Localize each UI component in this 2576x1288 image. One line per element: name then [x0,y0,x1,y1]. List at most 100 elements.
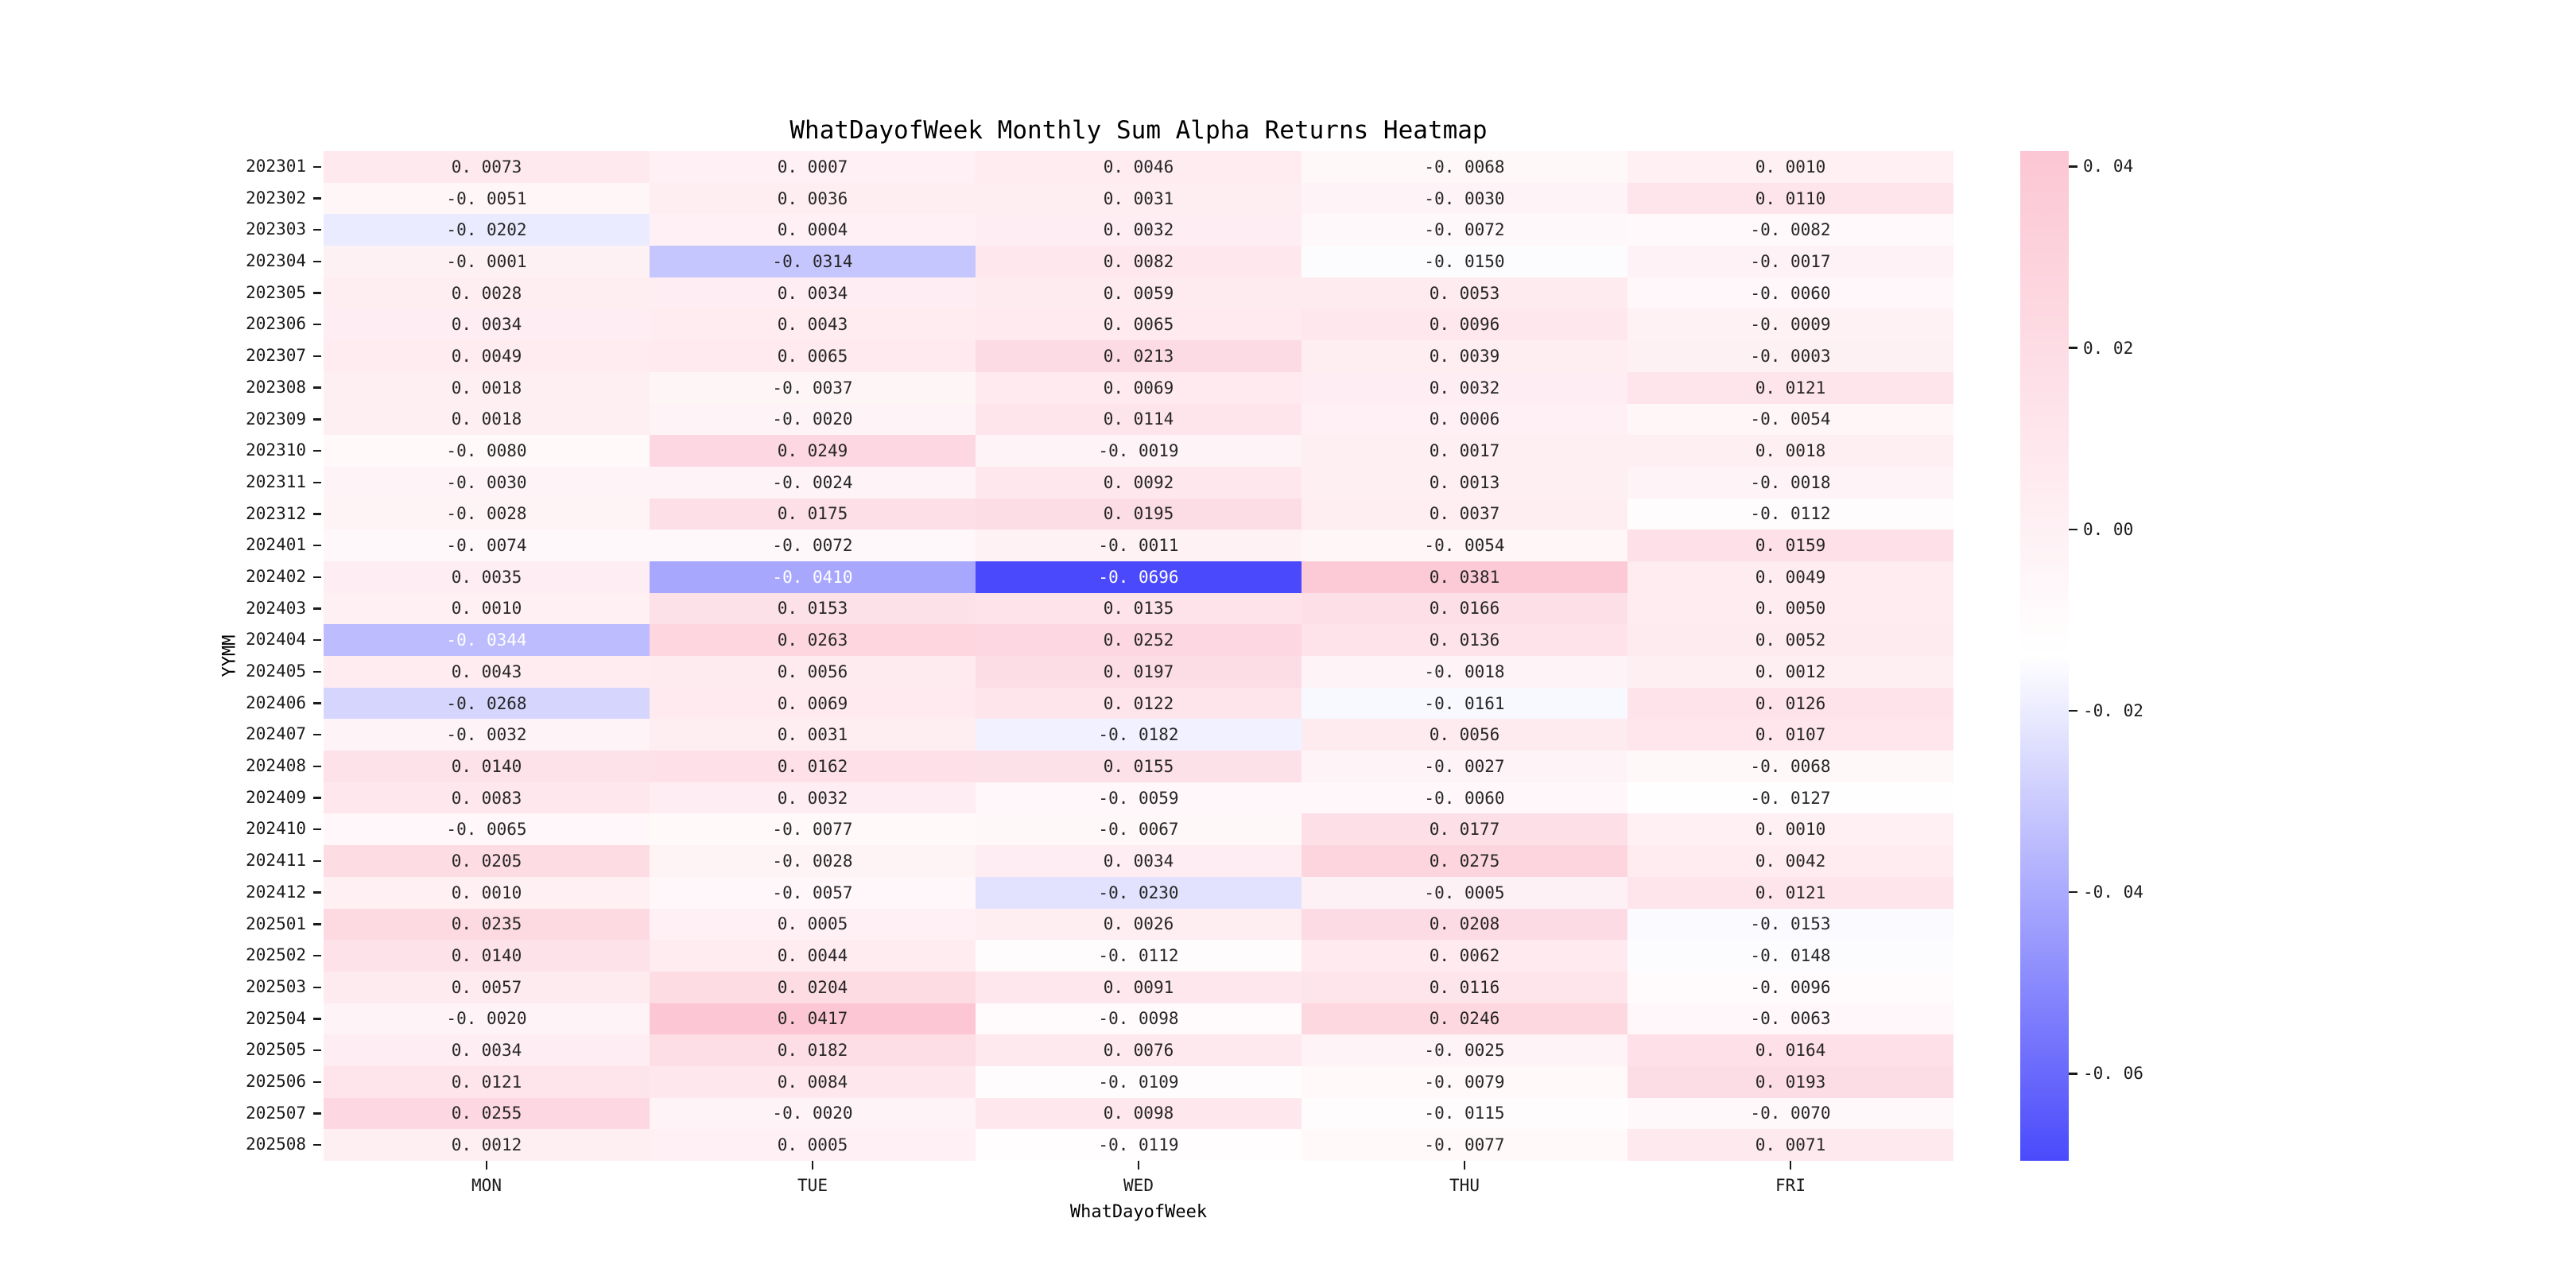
heatmap-cell: 0. 0035 [324,561,650,593]
heatmap-cell: 0. 0162 [650,751,976,782]
heatmap-cell: 0. 0069 [976,371,1302,404]
heatmap-cell: -0. 0054 [1302,530,1627,561]
colorbar-tick-label: 0. 00 [2083,519,2134,539]
y-tick-label: 202301 [246,157,306,176]
heatmap-cell: 0. 0007 [650,151,976,183]
heatmap-cell: -0. 0032 [324,719,650,751]
heatmap-cell: 0. 0037 [1302,498,1627,530]
heatmap-cell: 0. 0126 [1627,687,1953,720]
heatmap-cell: -0. 0030 [1302,182,1627,215]
y-tick-mark [313,1143,321,1146]
y-tick-mark [313,1018,321,1020]
heatmap-cell: 0. 0116 [1302,971,1627,1003]
colorbar-tick-label: 0. 04 [2083,157,2134,177]
heatmap-cell: -0. 0005 [1302,876,1627,909]
y-tick-mark [313,1080,321,1083]
heatmap-cell: 0. 0071 [1627,1129,1953,1161]
heatmap-cell: -0. 0070 [1627,1097,1953,1130]
y-tick-mark [313,355,321,358]
y-tick-label: 202503 [246,976,306,996]
heatmap-cell: 0. 0140 [324,751,650,782]
heatmap-cell: 0. 0031 [650,719,976,751]
heatmap-cell: 0. 0197 [976,656,1302,688]
colorbar-tick-mark [2069,528,2077,530]
y-tick-mark [313,386,321,389]
heatmap-cell: 0. 0252 [976,624,1302,656]
heatmap-cell: -0. 0025 [1302,1034,1627,1066]
heatmap-cell: -0. 0077 [650,813,976,846]
x-tick-label: FRI [1775,1176,1806,1195]
heatmap-cell: -0. 0059 [976,782,1302,814]
y-tick-label: 202505 [246,1040,306,1060]
heatmap-cell: -0. 0268 [324,687,650,720]
heatmap-cell: 0. 0018 [324,371,650,404]
y-tick-label: 202506 [246,1071,306,1091]
heatmap-cell: -0. 0696 [976,561,1302,593]
colorbar-tick-label: -0. 02 [2083,701,2143,721]
y-tick-label: 202305 [246,282,306,302]
heatmap-cell: -0. 0077 [1302,1129,1627,1161]
heatmap-cell: -0. 0028 [650,845,976,877]
heatmap-cell: -0. 0063 [1627,1003,1953,1035]
heatmap-cell: -0. 0082 [1627,214,1953,246]
heatmap-cell: 0. 0114 [976,403,1302,436]
heatmap-cell: 0. 0159 [1627,530,1953,561]
heatmap-cell: 0. 0091 [976,971,1302,1003]
heatmap-cell: -0. 0096 [1627,971,1953,1003]
heatmap-cell: 0. 0381 [1302,561,1627,593]
y-tick-label: 202408 [246,756,306,776]
heatmap-cell: 0. 0056 [1302,719,1627,751]
x-tick-mark [485,1161,488,1170]
colorbar-tick-mark [2069,891,2077,894]
heatmap-cell: -0. 0057 [650,876,976,909]
y-tick-mark [313,260,321,263]
y-tick-mark [313,544,321,547]
y-axis-tick-labels: 202301 202302 202303 202304 202305 202306 2023… [0,151,306,1161]
heatmap-cell: -0. 0072 [650,530,976,561]
heatmap-cell: 0. 0042 [1627,845,1953,877]
y-tick-mark [313,449,321,452]
heatmap-cell: 0. 0121 [1627,876,1953,909]
chart-title: WhatDayofWeek Monthly Sum Alpha Returns … [789,116,1488,145]
heatmap-cell: 0. 0110 [1627,182,1953,215]
heatmap-cell: -0. 0119 [976,1129,1302,1161]
heatmap-cell: 0. 0069 [650,687,976,720]
heatmap-cell: 0. 0140 [324,940,650,972]
y-tick-mark [313,638,321,642]
y-tick-label: 202310 [246,440,306,460]
heatmap-cell: 0. 0073 [324,151,650,183]
y-tick-label: 202411 [246,851,306,871]
x-tick-label: MON [471,1176,502,1195]
heatmap-cell: -0. 0230 [976,876,1302,909]
heatmap-cell: 0. 0083 [324,782,650,814]
heatmap-cell: -0. 0065 [324,813,650,846]
y-tick-mark [313,418,321,421]
heatmap-cell: 0. 0056 [650,656,976,688]
heatmap-cell: 0. 0246 [1302,1003,1627,1035]
heatmap-cell: -0. 0028 [324,498,650,530]
heatmap-cell: 0. 0010 [324,592,650,625]
heatmap-cell: -0. 0202 [324,214,650,246]
y-tick-label: 202312 [246,503,306,523]
heatmap-cell: 0. 0098 [976,1097,1302,1130]
heatmap-cell: 0. 0043 [324,656,650,688]
heatmap-cell: 0. 0082 [976,246,1302,277]
y-tick-mark [313,197,321,200]
heatmap-cell: -0. 0068 [1627,751,1953,782]
colorbar-tick-mark [2069,347,2077,349]
heatmap-cell: 0. 0036 [650,182,976,215]
y-tick-mark [313,734,321,736]
heatmap-cell: 0. 0164 [1627,1034,1953,1066]
heatmap-cell: -0. 0161 [1302,687,1627,720]
heatmap-cell: 0. 0049 [1627,561,1953,593]
x-tick-label: WED [1123,1176,1154,1195]
y-tick-label: 202407 [246,724,306,744]
y-tick-label: 202504 [246,1008,306,1028]
heatmap-cell: 0. 0004 [650,214,976,246]
y-tick-label: 202412 [246,882,306,902]
heatmap-cell: 0. 0059 [976,277,1302,309]
heatmap-cell: -0. 0024 [650,466,976,499]
heatmap-cell: 0. 0136 [1302,624,1627,656]
heatmap-cell: 0. 0065 [650,340,976,372]
heatmap-cell: 0. 0155 [976,751,1302,782]
